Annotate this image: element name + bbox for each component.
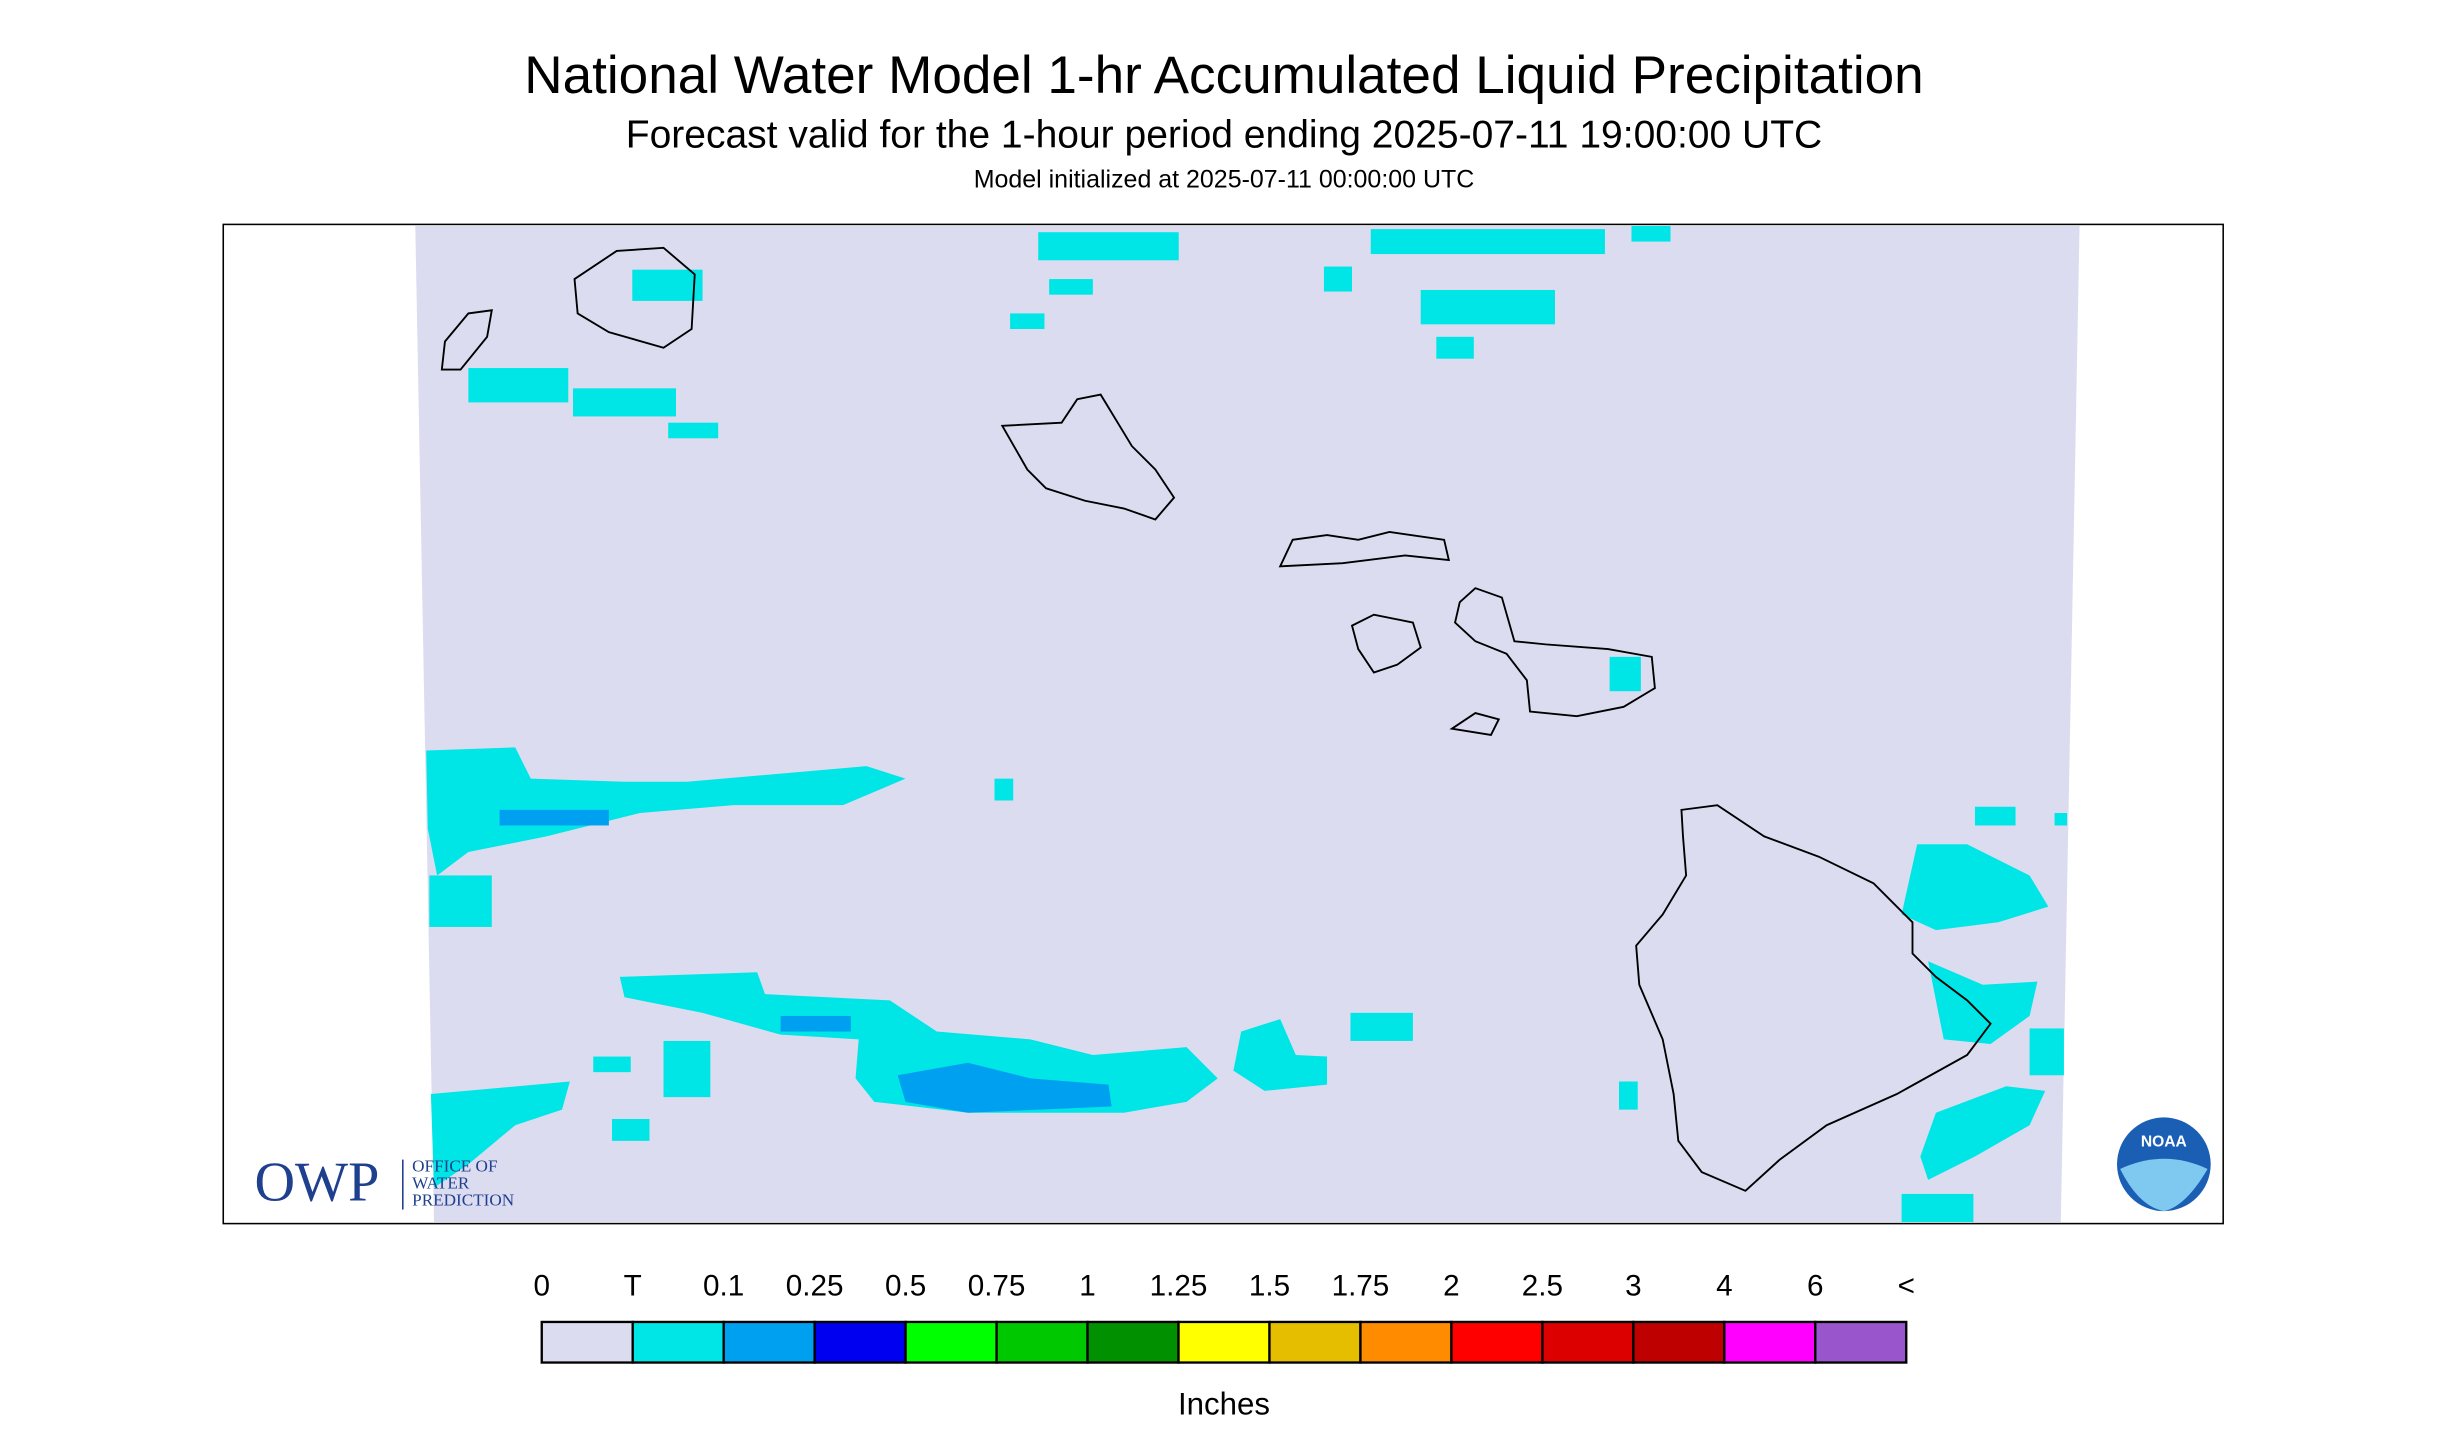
title: National Water Model 1-hr Accumulated Li…: [524, 46, 1923, 105]
precip: [1038, 232, 1179, 261]
legend-swatch: [631, 1320, 725, 1364]
legend-swatch: [1723, 1320, 1817, 1364]
legend-label: 2: [1443, 1269, 1459, 1302]
init-time: Model initialized at 2025-07-11 00:00:00…: [974, 165, 1475, 193]
legend-swatch: [722, 1320, 816, 1364]
precip: [1350, 1012, 1413, 1041]
coastline: [1449, 712, 1501, 736]
precip: [1233, 1019, 1328, 1091]
legend-label: 0: [533, 1269, 550, 1302]
legend-swatch: [1086, 1320, 1180, 1364]
precip: [1920, 1086, 2046, 1180]
precip-areas: [426, 225, 2068, 1223]
legend-swatch: [1632, 1320, 1726, 1364]
precip: [426, 747, 906, 876]
legend-label: T: [624, 1269, 642, 1302]
legend-swatch: [1268, 1320, 1362, 1364]
legend-swatch: [1541, 1320, 1635, 1364]
coastline: [1000, 393, 1176, 521]
precip: [1420, 289, 1555, 325]
precip: [994, 778, 1014, 801]
precip: [468, 368, 569, 403]
legend-label: 3: [1625, 1269, 1642, 1302]
precip: [1928, 961, 2038, 1045]
precip: [1631, 225, 1671, 242]
precip: [780, 1015, 851, 1032]
precip: [612, 1118, 650, 1141]
precip: [1010, 313, 1045, 330]
precip: [619, 972, 1218, 1113]
legend-label: 1.5: [1249, 1269, 1290, 1302]
precip: [668, 422, 719, 439]
precip: [2054, 812, 2068, 826]
precip: [1049, 279, 1093, 295]
legend: 0 T 0.1 0.25 0.5 0.75 1 1.25 1.5 1.75 2 2.5 3 4 6 <: [533, 1269, 1915, 1364]
precip: [1323, 266, 1353, 292]
legend-swatch: [904, 1320, 998, 1364]
legend-swatch: [995, 1320, 1089, 1364]
owp-text: WATER: [412, 1173, 470, 1192]
coastline: [440, 309, 493, 371]
precip: [663, 1040, 711, 1098]
precip: [572, 388, 677, 417]
legend-swatch: [1359, 1320, 1453, 1364]
noaa-logo-wave: [2120, 1158, 2208, 1212]
legend-label: 0.5: [885, 1269, 926, 1302]
precip: [1370, 229, 1605, 255]
legend-label: 0.25: [786, 1269, 844, 1302]
coastline: [1350, 613, 1422, 674]
legend-swatch: [1450, 1320, 1544, 1364]
legend-swatch: [813, 1320, 907, 1364]
legend-label: 1: [1079, 1269, 1096, 1302]
precip: [897, 1062, 1112, 1113]
coastline: [1278, 531, 1451, 568]
precip: [1901, 1193, 1974, 1223]
legend-swatch: [1814, 1320, 1908, 1364]
precip: [1901, 844, 2049, 931]
owp-text: OFFICE OF: [412, 1156, 497, 1175]
legend-label: 0.75: [968, 1269, 1026, 1302]
legend-swatch: [540, 1320, 634, 1364]
precip: [632, 269, 703, 301]
coastline: [1454, 587, 1656, 718]
precip: [2029, 1028, 2064, 1076]
legend-label: 6: [1807, 1269, 1823, 1302]
legend-label: <: [1898, 1269, 1915, 1302]
owp-text: PREDICTION: [412, 1191, 514, 1210]
precip: [429, 875, 492, 927]
subtitle: Forecast valid for the 1-hour period end…: [626, 113, 1822, 156]
model-domain: [415, 225, 2080, 1223]
precip: [1609, 656, 1641, 692]
precip: [593, 1056, 631, 1073]
legend-swatch: [1177, 1320, 1271, 1364]
legend-label: 1.25: [1150, 1269, 1208, 1302]
coastlines: [440, 246, 1992, 1192]
owp-logo: OWP: [254, 1152, 379, 1214]
legend-label: 1.75: [1332, 1269, 1390, 1302]
coastline: [1635, 804, 1992, 1192]
precip: [499, 809, 609, 826]
legend-label: 2.5: [1522, 1269, 1563, 1302]
precip: [430, 1081, 570, 1188]
precip: [1974, 806, 2016, 826]
legend-label: 0.1: [703, 1269, 744, 1302]
coastline: [573, 246, 696, 349]
legend-unit: Inches: [1178, 1387, 1270, 1422]
precip: [1436, 336, 1474, 359]
legend-label: 4: [1716, 1269, 1733, 1302]
noaa-text: NOAA: [2141, 1134, 2187, 1151]
precip: [1618, 1081, 1638, 1110]
